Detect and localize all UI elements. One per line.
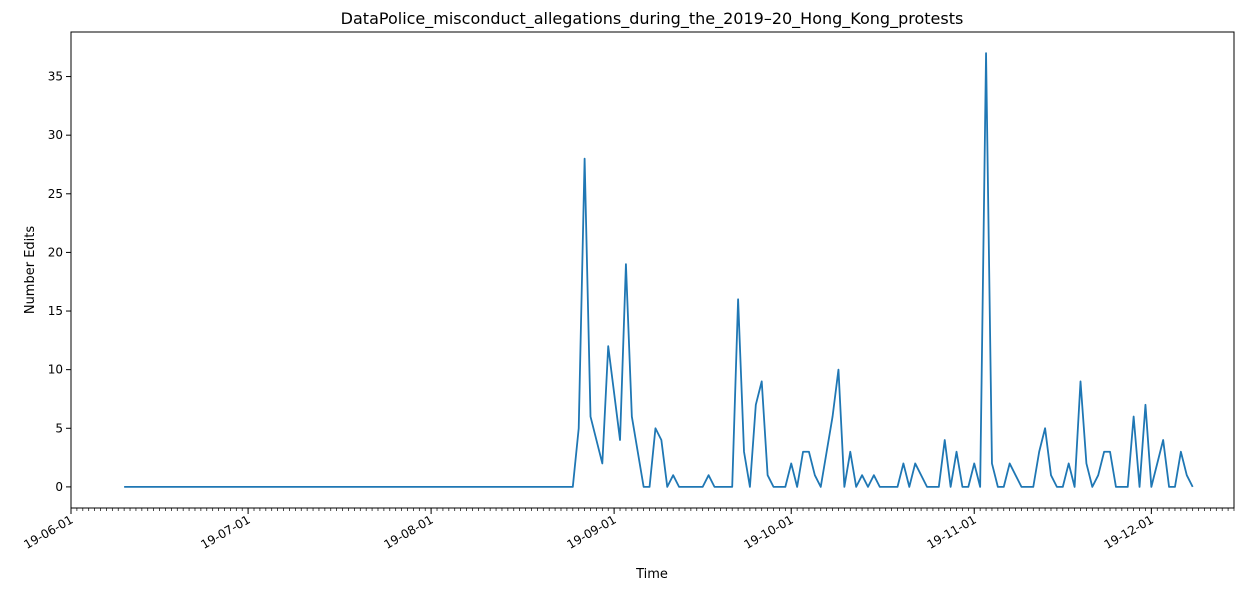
y-tick-label: 20: [48, 245, 63, 259]
x-tick-label: 19-08-01: [381, 512, 435, 551]
x-tick-label: 19-06-01: [21, 512, 75, 551]
y-tick-label: 5: [55, 421, 63, 435]
x-tick-label: 19-10-01: [742, 512, 796, 551]
x-tick-label: 19-09-01: [564, 512, 618, 551]
y-axis-label: Number Edits: [23, 226, 38, 315]
plot-frame: [70, 31, 1235, 509]
chart-title: DataPolice_misconduct_allegations_during…: [341, 9, 964, 29]
y-tick-label: 35: [48, 70, 63, 84]
y-tick-label: 15: [48, 304, 63, 318]
y-tick-label: 25: [48, 187, 63, 201]
y-tick-label: 30: [48, 128, 63, 142]
x-axis-ticks: 19-06-01 19-07-01 19-08-01 19-09-01 19-10-01…: [21, 508, 1156, 552]
series-line: [124, 52, 1194, 488]
y-axis-ticks: 0 5 10 15 20 25 30 35: [48, 70, 71, 494]
x-tick-label: 19-12-01: [1102, 512, 1156, 551]
y-tick-label: 10: [48, 363, 63, 377]
x-axis-label: Time: [635, 567, 668, 582]
y-tick-label: 0: [55, 480, 63, 494]
x-tick-label: 19-11-01: [925, 512, 979, 551]
x-tick-label: 19-07-01: [198, 512, 252, 551]
